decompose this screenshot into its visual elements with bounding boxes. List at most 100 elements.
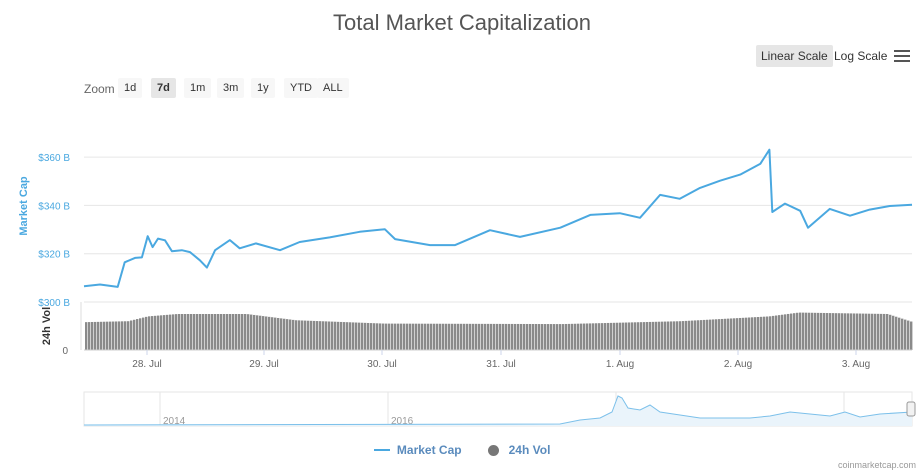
volume-bar bbox=[859, 313, 862, 350]
volume-bar bbox=[151, 316, 154, 350]
volume-bar bbox=[724, 318, 727, 350]
volume-bar bbox=[508, 323, 511, 350]
volume-bar bbox=[469, 323, 472, 350]
volume-bar bbox=[856, 313, 859, 350]
zoom-1d-button[interactable]: 1d bbox=[118, 78, 143, 98]
zoom-3m-button[interactable]: 3m bbox=[217, 78, 245, 98]
volume-bar bbox=[406, 323, 409, 350]
volume-bar bbox=[331, 321, 334, 350]
volume-bar bbox=[844, 313, 847, 350]
zoom-all-button[interactable]: ALL bbox=[317, 78, 349, 98]
volume-bar bbox=[535, 324, 538, 350]
volume-bar bbox=[271, 317, 274, 350]
volume-bar bbox=[121, 321, 124, 350]
credit-link[interactable]: coinmarketcap.com bbox=[837, 460, 916, 470]
market-cap-line bbox=[83, 148, 913, 288]
volume-bar bbox=[196, 314, 199, 350]
volume-bar bbox=[610, 322, 613, 350]
linear-scale-button[interactable]: Linear Scale bbox=[756, 45, 833, 67]
volume-bar bbox=[538, 324, 541, 350]
volume-bar bbox=[112, 321, 115, 350]
volume-bar bbox=[676, 321, 679, 350]
legend-label: Market Cap bbox=[396, 443, 462, 458]
volume-bar bbox=[376, 323, 379, 350]
navigator-tick-label: 2014 bbox=[163, 416, 186, 427]
volume-bar bbox=[430, 323, 433, 350]
zoom-1m-button[interactable]: 1m bbox=[184, 78, 212, 98]
volume-bar bbox=[214, 314, 217, 350]
volume-bar bbox=[511, 323, 514, 350]
volume-bar bbox=[802, 312, 805, 350]
volume-bar bbox=[220, 314, 223, 350]
volume-bar bbox=[754, 317, 757, 350]
volume-bar bbox=[202, 314, 205, 350]
zoom-ytd-button[interactable]: YTD bbox=[284, 78, 318, 98]
market-cap-chart[interactable]: $300 B $320 B $340 B $360 B Market Cap 24h Vo… bbox=[0, 0, 924, 440]
legend-label: 24h Vol bbox=[508, 443, 551, 458]
legend-item-market-cap[interactable]: Market Cap bbox=[373, 442, 462, 458]
log-scale-button[interactable]: Log Scale bbox=[834, 49, 888, 63]
volume-bar bbox=[589, 323, 592, 350]
volume-bar bbox=[421, 323, 424, 350]
volume-bar bbox=[211, 314, 214, 350]
volume-bar bbox=[433, 323, 436, 350]
volume-bar bbox=[607, 322, 610, 350]
volume-bar bbox=[526, 323, 529, 350]
volume-bar bbox=[127, 321, 130, 350]
volume-bar bbox=[631, 322, 634, 350]
volume-bar bbox=[682, 321, 685, 350]
hamburger-menu-icon[interactable] bbox=[894, 50, 910, 65]
volume-bar bbox=[541, 324, 544, 350]
volume-bar bbox=[784, 314, 787, 350]
volume-bar bbox=[715, 319, 718, 350]
x-tick-label: 2. Aug bbox=[724, 359, 752, 370]
volume-bar bbox=[709, 319, 712, 350]
x-tick-label: 1. Aug bbox=[606, 359, 634, 370]
volume-bar bbox=[865, 313, 868, 350]
volume-bar bbox=[310, 320, 313, 350]
volume-bar bbox=[472, 323, 475, 350]
volume-bar bbox=[568, 323, 571, 350]
volume-bar bbox=[886, 313, 889, 350]
volume-bar bbox=[454, 323, 457, 350]
volume-bar bbox=[772, 315, 775, 350]
volume-bar bbox=[700, 320, 703, 350]
volume-bar bbox=[781, 314, 784, 350]
volume-bar bbox=[382, 323, 385, 350]
volume-bar bbox=[274, 317, 277, 350]
volume-bar bbox=[694, 320, 697, 350]
volume-bar bbox=[85, 322, 88, 350]
volume-bar bbox=[547, 324, 550, 350]
volume-bar bbox=[124, 321, 127, 350]
volume-bar bbox=[181, 314, 184, 350]
volume-bar bbox=[733, 318, 736, 350]
volume-bar bbox=[268, 316, 271, 350]
volume-bar bbox=[355, 322, 358, 350]
volume-bar bbox=[592, 323, 595, 350]
zoom-7d-button[interactable]: 7d bbox=[151, 78, 176, 98]
volume-bar bbox=[847, 313, 850, 350]
volume-bar bbox=[586, 323, 589, 350]
volume-bar bbox=[484, 323, 487, 350]
navigator-handle bbox=[906, 401, 916, 417]
volume-bar bbox=[457, 323, 460, 350]
volume-bar bbox=[253, 314, 256, 350]
volume-bar bbox=[436, 323, 439, 350]
volume-bar bbox=[175, 314, 178, 350]
volume-bar bbox=[370, 323, 373, 350]
volume-bar bbox=[496, 323, 499, 350]
zoom-1y-button[interactable]: 1y bbox=[251, 78, 275, 98]
volume-bar bbox=[499, 323, 502, 350]
volume-bar bbox=[232, 314, 235, 350]
volume-bar bbox=[145, 316, 148, 350]
volume-bar bbox=[634, 322, 637, 350]
volume-bar bbox=[835, 313, 838, 350]
volume-bar bbox=[364, 322, 367, 350]
volume-bar bbox=[706, 319, 709, 350]
volume-bar bbox=[613, 322, 616, 350]
volume-bar bbox=[514, 323, 517, 350]
volume-bar bbox=[94, 321, 97, 350]
volume-bar bbox=[304, 320, 307, 350]
navigator-tick-label: 2016 bbox=[391, 416, 414, 427]
legend-item-volume[interactable]: 24h Vol bbox=[488, 442, 550, 457]
